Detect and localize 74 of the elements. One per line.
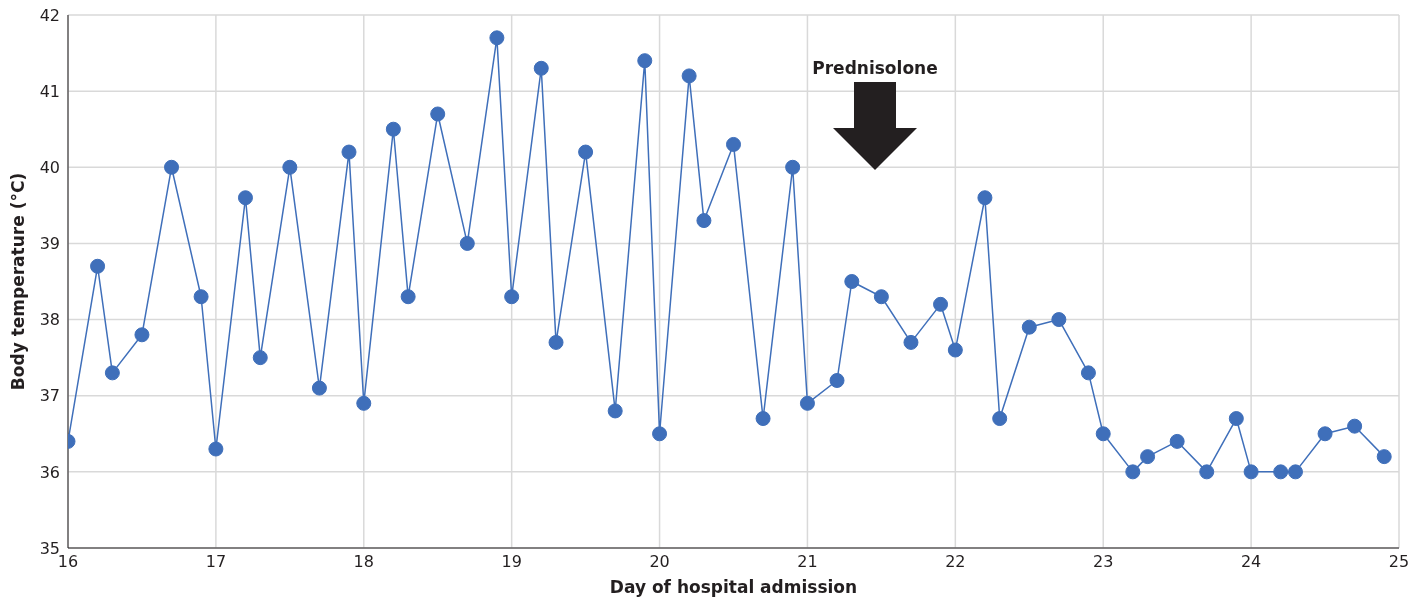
point [430,106,446,122]
point [104,365,120,381]
point [193,289,209,305]
y-tick-label: 35 [39,538,60,558]
x-tick-label: 18 [353,552,374,572]
point [933,296,949,312]
y-tick-label: 38 [39,310,60,330]
x-tick-label: 17 [205,552,227,572]
point [208,441,224,457]
point [164,159,180,175]
y-tick-label: 37 [39,386,60,406]
point [755,411,771,427]
point [785,159,801,175]
x-tick-label: 21 [797,552,818,572]
x-axis-title: Day of hospital admission [609,577,858,597]
y-axis-title: Body temperature (°C) [8,172,29,391]
point [607,403,623,419]
y-tick-label: 42 [39,5,60,25]
point [385,121,401,137]
point [873,289,889,305]
point [1228,411,1244,427]
point [1021,319,1037,335]
point [844,274,860,289]
point [637,53,653,69]
point [829,372,845,388]
point [1287,464,1303,480]
point [1376,449,1392,465]
point [90,258,106,274]
point [1095,426,1111,442]
point [1273,464,1289,480]
x-tick-label: 24 [1240,552,1262,572]
point [1199,464,1215,480]
point [1317,426,1333,442]
y-tick-label: 39 [39,234,60,254]
point [992,411,1008,427]
x-tick-label: 23 [1093,552,1114,572]
point [356,395,372,411]
point [548,334,564,350]
point [134,327,150,343]
point [282,159,298,175]
point [341,144,357,160]
x-tick-label: 16 [57,552,79,572]
point [977,190,993,206]
point [1169,433,1185,449]
point [1243,464,1259,480]
point [533,60,549,76]
point [489,30,505,46]
point [252,350,268,366]
point [1347,418,1363,434]
point [311,380,327,396]
y-tick-label: 36 [39,462,60,482]
point [1080,365,1096,381]
point [578,144,594,160]
x-tick-label: 22 [945,552,966,572]
point [400,289,416,305]
y-tick-label: 41 [39,81,60,101]
point [947,342,963,358]
x-tick-label: 25 [1388,552,1410,572]
point [1125,464,1141,480]
annotation: Prednisolone [812,58,938,78]
point [1140,449,1156,465]
point [681,68,697,84]
point [799,395,815,411]
x-tick-label: 20 [649,552,670,572]
point [237,190,253,206]
point [652,426,668,442]
point [459,235,475,251]
point [504,289,520,305]
y-tick-label: 40 [39,157,60,177]
point [1051,312,1067,328]
x-tick-label: 19 [501,552,522,572]
point [696,213,712,229]
point [726,136,741,152]
point [903,334,919,350]
